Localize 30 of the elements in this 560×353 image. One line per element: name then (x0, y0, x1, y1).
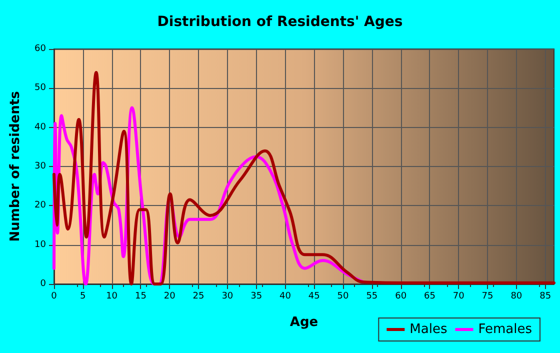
x-axis-title: Age (290, 315, 318, 330)
x-tick-label: 10 (106, 292, 118, 302)
y-tick-label: 30 (34, 162, 46, 172)
x-tick-label: 55 (366, 292, 378, 302)
legend-label: Females (478, 322, 532, 337)
x-tick-label: 60 (395, 292, 407, 302)
x-tick-label: 25 (192, 292, 204, 302)
x-tick-label: 20 (164, 292, 176, 302)
x-tick-label: 45 (308, 292, 320, 302)
x-tick-label: 65 (424, 292, 436, 302)
x-tick-label: 80 (510, 292, 522, 302)
y-tick-label: 10 (34, 240, 46, 250)
x-tick-label: 50 (337, 292, 350, 302)
y-tick-label: 0 (40, 279, 46, 289)
x-tick-label: 70 (452, 292, 465, 302)
y-tick-label: 60 (34, 44, 46, 54)
x-tick-label: 30 (222, 292, 234, 302)
legend-label: Males (410, 322, 448, 337)
x-tick-label: 35 (250, 292, 262, 302)
chart-title: Distribution of Residents' Ages (157, 14, 403, 30)
x-tick-label: 85 (540, 292, 552, 302)
y-tick-label: 50 (34, 83, 46, 94)
y-tick-label: 20 (34, 200, 46, 211)
x-tick-label: 0 (51, 292, 58, 302)
y-axis-title: Number of residents (8, 90, 23, 242)
x-tick-label: 75 (482, 292, 494, 302)
x-tick-label: 40 (279, 292, 292, 302)
y-tick-label: 40 (34, 122, 46, 132)
x-tick-label: 15 (134, 292, 146, 302)
x-tick-label: 5 (80, 292, 86, 302)
